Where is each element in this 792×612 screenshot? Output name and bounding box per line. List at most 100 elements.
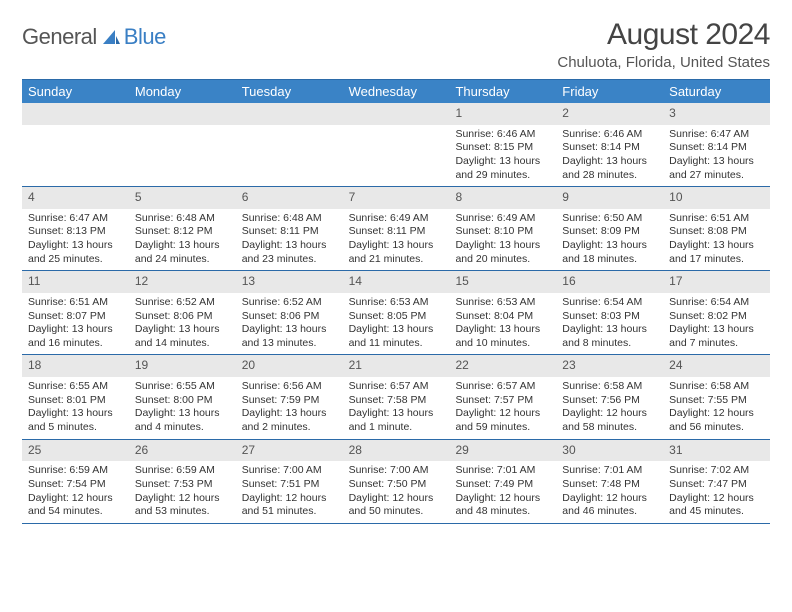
day-number: 5	[129, 187, 236, 209]
sunset-text: Sunset: 8:05 PM	[349, 310, 444, 324]
sunrise-text: Sunrise: 6:56 AM	[242, 380, 337, 394]
day-body: Sunrise: 6:47 AMSunset: 8:14 PMDaylight:…	[663, 125, 770, 187]
sunrise-text: Sunrise: 6:54 AM	[562, 296, 657, 310]
daylight-text: Daylight: 13 hours and 20 minutes.	[455, 239, 550, 266]
day-body: Sunrise: 6:51 AMSunset: 8:08 PMDaylight:…	[663, 209, 770, 271]
day-cell	[129, 103, 236, 186]
day-cell: 6Sunrise: 6:48 AMSunset: 8:11 PMDaylight…	[236, 187, 343, 270]
day-cell	[343, 103, 450, 186]
sunrise-text: Sunrise: 6:53 AM	[455, 296, 550, 310]
day-cell: 9Sunrise: 6:50 AMSunset: 8:09 PMDaylight…	[556, 187, 663, 270]
day-body: Sunrise: 6:56 AMSunset: 7:59 PMDaylight:…	[236, 377, 343, 439]
day-number: 24	[663, 355, 770, 377]
sunrise-text: Sunrise: 6:58 AM	[562, 380, 657, 394]
day-number: 29	[449, 440, 556, 462]
day-cell: 12Sunrise: 6:52 AMSunset: 8:06 PMDayligh…	[129, 271, 236, 354]
sunrise-text: Sunrise: 6:51 AM	[669, 212, 764, 226]
logo-text-part1: General	[22, 24, 97, 50]
day-cell: 15Sunrise: 6:53 AMSunset: 8:04 PMDayligh…	[449, 271, 556, 354]
day-number: 17	[663, 271, 770, 293]
title-block: August 2024 Chuluota, Florida, United St…	[557, 18, 770, 71]
page-header: General Blue August 2024 Chuluota, Flori…	[22, 18, 770, 71]
day-number: 9	[556, 187, 663, 209]
sunset-text: Sunset: 8:04 PM	[455, 310, 550, 324]
day-number	[22, 103, 129, 125]
day-number: 4	[22, 187, 129, 209]
day-cell: 17Sunrise: 6:54 AMSunset: 8:02 PMDayligh…	[663, 271, 770, 354]
day-cell: 26Sunrise: 6:59 AMSunset: 7:53 PMDayligh…	[129, 440, 236, 523]
day-number: 31	[663, 440, 770, 462]
day-body: Sunrise: 6:48 AMSunset: 8:12 PMDaylight:…	[129, 209, 236, 271]
sunrise-text: Sunrise: 6:52 AM	[242, 296, 337, 310]
sunrise-text: Sunrise: 6:46 AM	[455, 128, 550, 142]
day-number: 19	[129, 355, 236, 377]
week-row: 11Sunrise: 6:51 AMSunset: 8:07 PMDayligh…	[22, 271, 770, 355]
sunset-text: Sunset: 7:51 PM	[242, 478, 337, 492]
sunset-text: Sunset: 7:48 PM	[562, 478, 657, 492]
weekday-header: Friday	[556, 80, 663, 103]
sunset-text: Sunset: 8:11 PM	[242, 225, 337, 239]
day-number: 14	[343, 271, 450, 293]
daylight-text: Daylight: 13 hours and 28 minutes.	[562, 155, 657, 182]
day-body: Sunrise: 7:01 AMSunset: 7:48 PMDaylight:…	[556, 461, 663, 523]
day-body: Sunrise: 7:00 AMSunset: 7:51 PMDaylight:…	[236, 461, 343, 523]
sunrise-text: Sunrise: 6:47 AM	[28, 212, 123, 226]
sunset-text: Sunset: 8:12 PM	[135, 225, 230, 239]
day-number: 16	[556, 271, 663, 293]
day-number: 23	[556, 355, 663, 377]
day-number: 21	[343, 355, 450, 377]
day-cell: 25Sunrise: 6:59 AMSunset: 7:54 PMDayligh…	[22, 440, 129, 523]
sunrise-text: Sunrise: 6:49 AM	[455, 212, 550, 226]
sunset-text: Sunset: 7:49 PM	[455, 478, 550, 492]
daylight-text: Daylight: 13 hours and 17 minutes.	[669, 239, 764, 266]
daylight-text: Daylight: 12 hours and 50 minutes.	[349, 492, 444, 519]
calendar: Sunday Monday Tuesday Wednesday Thursday…	[22, 79, 770, 524]
weekday-header: Thursday	[449, 80, 556, 103]
daylight-text: Daylight: 13 hours and 27 minutes.	[669, 155, 764, 182]
week-row: 25Sunrise: 6:59 AMSunset: 7:54 PMDayligh…	[22, 440, 770, 524]
sunrise-text: Sunrise: 6:55 AM	[28, 380, 123, 394]
logo-sail-icon	[101, 28, 121, 51]
day-body: Sunrise: 6:49 AMSunset: 8:10 PMDaylight:…	[449, 209, 556, 271]
day-body: Sunrise: 6:55 AMSunset: 8:01 PMDaylight:…	[22, 377, 129, 439]
day-cell: 16Sunrise: 6:54 AMSunset: 8:03 PMDayligh…	[556, 271, 663, 354]
day-cell: 11Sunrise: 6:51 AMSunset: 8:07 PMDayligh…	[22, 271, 129, 354]
day-body: Sunrise: 6:50 AMSunset: 8:09 PMDaylight:…	[556, 209, 663, 271]
day-cell: 1Sunrise: 6:46 AMSunset: 8:15 PMDaylight…	[449, 103, 556, 186]
day-cell: 29Sunrise: 7:01 AMSunset: 7:49 PMDayligh…	[449, 440, 556, 523]
day-number: 10	[663, 187, 770, 209]
daylight-text: Daylight: 13 hours and 21 minutes.	[349, 239, 444, 266]
sunset-text: Sunset: 7:50 PM	[349, 478, 444, 492]
sunset-text: Sunset: 8:15 PM	[455, 141, 550, 155]
day-number: 25	[22, 440, 129, 462]
logo: General Blue	[22, 18, 166, 50]
sunset-text: Sunset: 8:06 PM	[135, 310, 230, 324]
sunrise-text: Sunrise: 7:01 AM	[455, 464, 550, 478]
daylight-text: Daylight: 13 hours and 5 minutes.	[28, 407, 123, 434]
day-body: Sunrise: 6:52 AMSunset: 8:06 PMDaylight:…	[236, 293, 343, 355]
sunrise-text: Sunrise: 6:57 AM	[349, 380, 444, 394]
daylight-text: Daylight: 13 hours and 10 minutes.	[455, 323, 550, 350]
sunrise-text: Sunrise: 6:49 AM	[349, 212, 444, 226]
day-body: Sunrise: 6:55 AMSunset: 8:00 PMDaylight:…	[129, 377, 236, 439]
day-cell: 21Sunrise: 6:57 AMSunset: 7:58 PMDayligh…	[343, 355, 450, 438]
day-body: Sunrise: 6:48 AMSunset: 8:11 PMDaylight:…	[236, 209, 343, 271]
sunset-text: Sunset: 8:07 PM	[28, 310, 123, 324]
daylight-text: Daylight: 13 hours and 25 minutes.	[28, 239, 123, 266]
sunset-text: Sunset: 8:14 PM	[669, 141, 764, 155]
daylight-text: Daylight: 13 hours and 23 minutes.	[242, 239, 337, 266]
sunset-text: Sunset: 8:13 PM	[28, 225, 123, 239]
sunrise-text: Sunrise: 6:50 AM	[562, 212, 657, 226]
day-body: Sunrise: 7:00 AMSunset: 7:50 PMDaylight:…	[343, 461, 450, 523]
sunset-text: Sunset: 7:57 PM	[455, 394, 550, 408]
day-number: 12	[129, 271, 236, 293]
day-number: 1	[449, 103, 556, 125]
day-number: 13	[236, 271, 343, 293]
day-number	[129, 103, 236, 125]
day-body: Sunrise: 6:57 AMSunset: 7:57 PMDaylight:…	[449, 377, 556, 439]
day-cell: 7Sunrise: 6:49 AMSunset: 8:11 PMDaylight…	[343, 187, 450, 270]
sunset-text: Sunset: 8:11 PM	[349, 225, 444, 239]
daylight-text: Daylight: 13 hours and 4 minutes.	[135, 407, 230, 434]
daylight-text: Daylight: 13 hours and 7 minutes.	[669, 323, 764, 350]
day-body: Sunrise: 6:49 AMSunset: 8:11 PMDaylight:…	[343, 209, 450, 271]
